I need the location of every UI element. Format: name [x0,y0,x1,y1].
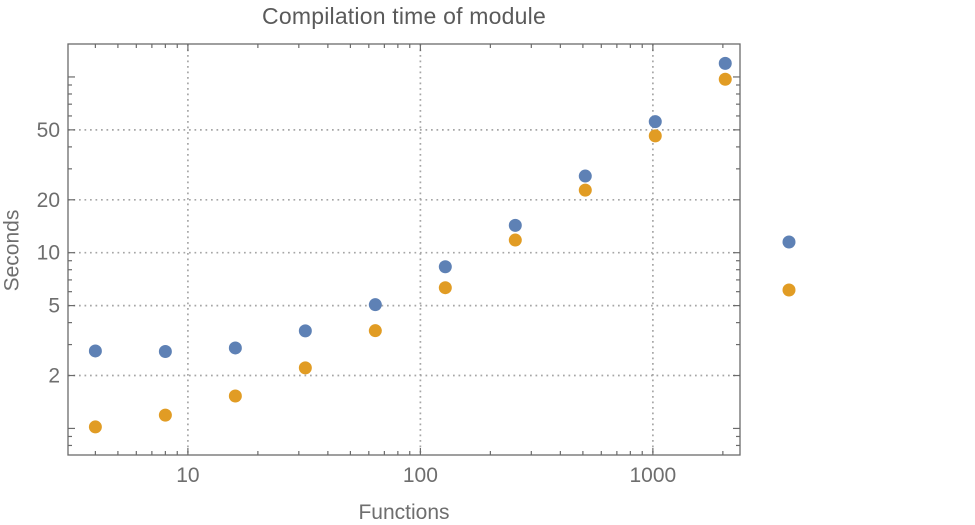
data-point-series-1-blue-x1024 [648,115,662,129]
data-point-series-2-orange-x8 [158,408,172,422]
y-tick-label-10: 10 [37,242,60,265]
data-point-series-2-orange-x32 [298,361,312,375]
data-point-series-2-orange-x1024 [648,129,662,143]
data-point-series-2-orange-x16 [228,389,242,403]
data-point-series-1-blue-x4 [88,344,102,358]
x-tick-label-10: 10 [176,464,199,487]
y-tick-label-20: 20 [37,189,60,212]
y-tick-label-2: 2 [48,365,60,388]
y-axis-label: Seconds [0,209,24,292]
x-axis-label: Functions [358,501,450,524]
x-tick-label-100: 100 [403,464,438,487]
chart-title: Compilation time of module [262,3,546,29]
data-point-series-1-blue-x2048 [718,56,732,70]
y-tick-label-50: 50 [37,119,60,142]
data-point-series-2-orange-x128 [438,281,452,295]
data-point-series-1-blue-x64 [368,298,382,312]
data-point-series-2-orange-x64 [368,324,382,338]
data-point-series-2-orange-x2048 [718,72,732,86]
data-point-series-2-orange-x4 [88,420,102,434]
legend-marker-1 [782,235,796,249]
data-point-series-1-blue-x128 [438,260,452,274]
data-point-series-1-blue-x8 [158,345,172,359]
legend-marker-2 [782,283,796,297]
data-point-series-2-orange-x256 [508,233,522,247]
data-point-series-1-blue-x32 [298,324,312,338]
data-point-series-1-blue-x16 [228,341,242,355]
x-tick-label-1000: 1000 [630,464,677,487]
data-point-series-1-blue-x512 [578,169,592,183]
y-tick-label-5: 5 [48,295,60,318]
data-point-series-2-orange-x512 [578,183,592,197]
plot-frame [67,43,741,456]
data-point-series-1-blue-x256 [508,218,522,232]
